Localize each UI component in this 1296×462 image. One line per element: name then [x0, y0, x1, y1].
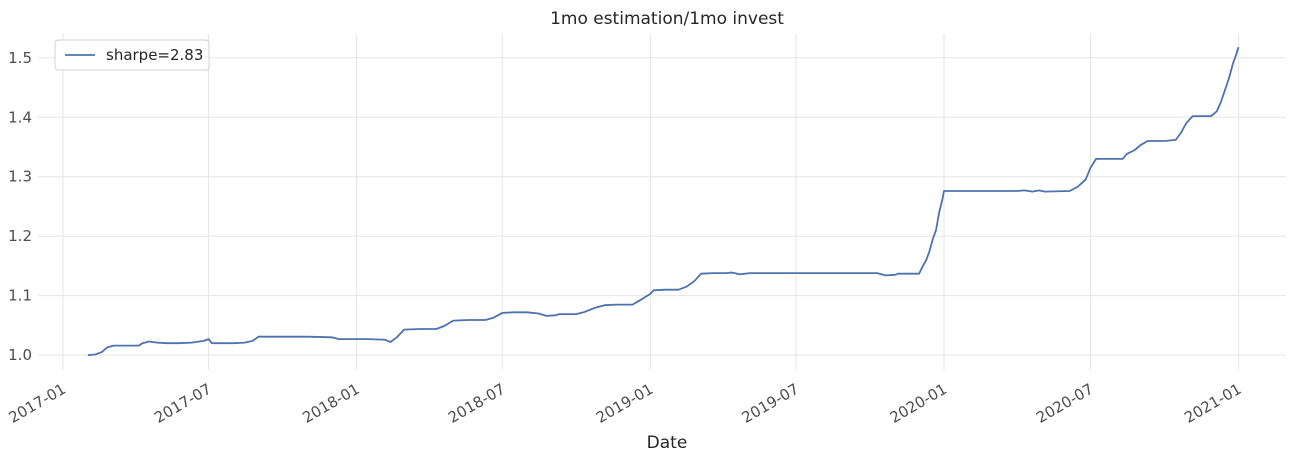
series-line-0	[87, 46, 1240, 356]
x-tick-label: 2017-07	[151, 380, 214, 427]
x-gridlines	[62, 34, 1240, 370]
x-tick-label: 2020-07	[1033, 380, 1096, 427]
y-tick-label: 1.2	[8, 227, 32, 245]
x-tick-label: 2018-01	[299, 380, 362, 427]
legend-box	[54, 39, 210, 71]
x-tick-label: 2019-07	[739, 380, 802, 427]
y-tick-label: 1.1	[8, 287, 32, 305]
x-tick-label: 2021-01	[1181, 380, 1244, 427]
legend: sharpe=2.83	[54, 39, 210, 71]
series-layer	[87, 46, 1240, 356]
chart-title: 1mo estimation/1mo invest	[550, 9, 784, 29]
y-tick-labels: 1.0 1.1 1.2 1.3 1.4 1.5	[8, 49, 32, 364]
y-tick-label: 1.3	[8, 168, 32, 186]
x-axis-label: Date	[647, 433, 688, 453]
legend-label: sharpe=2.83	[106, 46, 203, 64]
x-tick-labels: 2017-01 2017-07 2018-01 2018-07 2019-01 2019-…	[6, 380, 1245, 427]
y-tick-label: 1.0	[8, 346, 32, 364]
y-tick-label: 1.5	[8, 49, 32, 67]
y-tick-label: 1.4	[8, 108, 32, 126]
x-tick-label: 2020-01	[887, 380, 950, 427]
x-tick-label: 2019-01	[593, 380, 656, 427]
x-tick-label: 2018-07	[445, 380, 508, 427]
y-gridlines	[38, 57, 1286, 356]
x-tick-label: 2017-01	[6, 380, 69, 427]
